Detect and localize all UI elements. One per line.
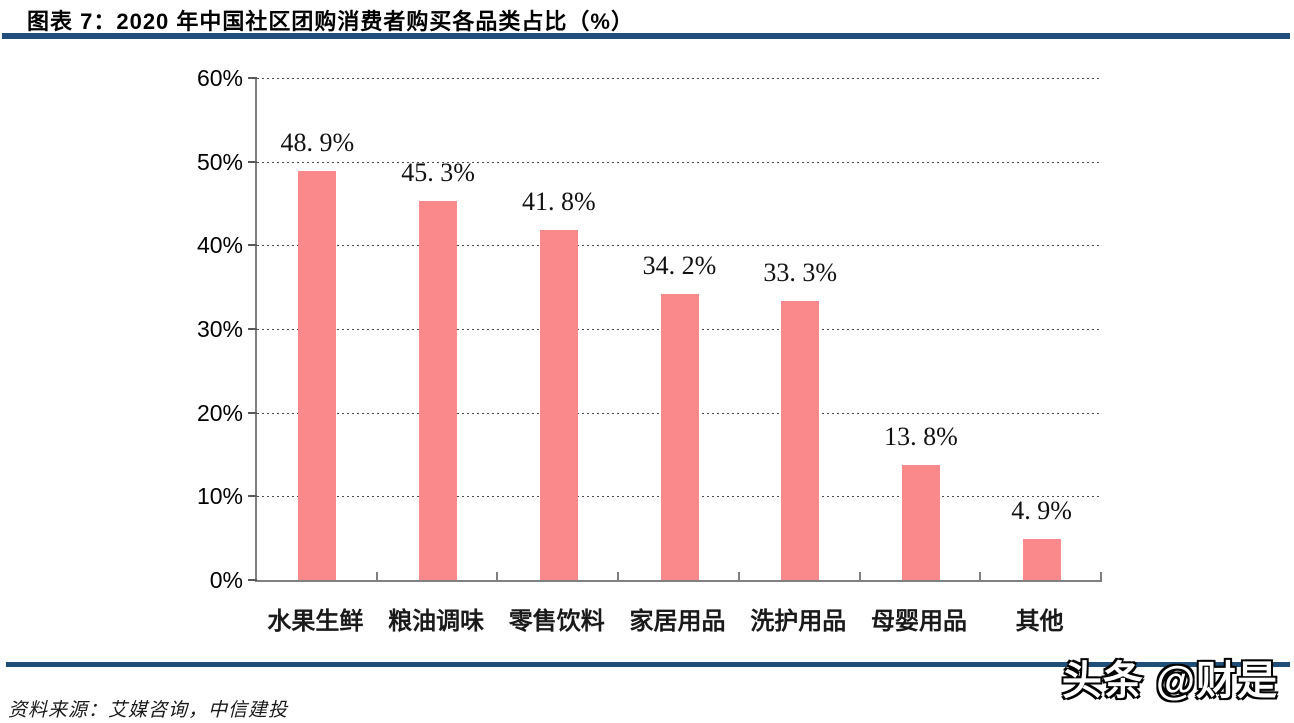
gridline-50: [257, 161, 1102, 163]
x-axis-category-label: 水果生鲜: [267, 608, 364, 635]
bar-value-label: 4. 9%: [1011, 496, 1072, 526]
x-axis-category-label: 家居用品: [629, 608, 726, 635]
y-axis-tick-label: 20%: [196, 399, 243, 426]
figure-title: 图表 7：2020 年中国社区团购消费者购买各品类占比（%）: [27, 9, 634, 34]
y-axis-tick: [248, 244, 257, 247]
x-axis-tick: [737, 572, 740, 580]
watermark: 头条 @财是: [1061, 659, 1278, 703]
bar-value-label: 33. 3%: [763, 258, 838, 288]
bar-母婴用品: [901, 464, 940, 580]
bar-洗护用品: [781, 301, 820, 580]
x-axis-tick: [375, 572, 378, 580]
y-axis-tick: [248, 411, 257, 414]
y-axis-tick: [248, 495, 257, 498]
bar-水果生鲜: [298, 170, 337, 580]
x-axis-category-label: 母婴用品: [870, 608, 967, 635]
y-axis-tick-label: 30%: [196, 316, 243, 342]
bar-value-label: 34. 2%: [642, 250, 717, 280]
x-axis-category-label: 洗护用品: [750, 608, 847, 635]
bar-其他: [1022, 539, 1061, 580]
x-axis-category-label: 其他: [1015, 608, 1064, 635]
bar-value-label: 45. 3%: [401, 158, 475, 187]
title-divider: [2, 33, 1290, 39]
source-note: 资料来源：艾媒咨询，中信建投: [8, 700, 289, 721]
y-axis-tick: [248, 579, 257, 581]
x-axis-tick: [858, 572, 861, 580]
bar-家居用品: [660, 293, 699, 580]
y-axis-tick-label: 50%: [196, 148, 243, 175]
plot-area: 0% 10% 20% 30% 40% 50% 60% 48. 9% 45. 3% 41. 8% 34…: [197, 66, 1102, 592]
bar-value-label: 48. 9%: [280, 127, 355, 157]
y-axis-tick-label: 60%: [196, 65, 243, 91]
x-axis-labels: 水果生鲜 粮油调味 零售饮料 家居用品 洗护用品 母婴用品 其他: [255, 601, 1100, 636]
x-axis-tick: [617, 572, 620, 580]
x-axis-tick: [979, 572, 982, 580]
x-axis-category-label: 粮油调味: [388, 608, 485, 635]
bar-零售饮料: [539, 230, 578, 580]
y-axis-tick: [248, 328, 257, 330]
footer-divider: [6, 662, 1290, 667]
bar-value-label: 13. 8%: [884, 421, 958, 451]
y-axis-tick: [248, 160, 257, 163]
gridline-40: [257, 245, 1102, 247]
bar-value-label: 41. 8%: [521, 187, 596, 217]
x-axis-tick: [496, 572, 499, 580]
y-axis-tick-label: 0%: [209, 567, 243, 593]
y-axis-tick-label: 40%: [196, 232, 243, 259]
gridline-60: [257, 78, 1102, 79]
x-axis-tick: [1100, 572, 1102, 580]
y-axis-tick: [248, 77, 257, 79]
bar-粮油调味: [419, 201, 458, 580]
y-axis-tick-label: 10%: [196, 483, 243, 510]
x-axis-category-label: 零售饮料: [508, 608, 605, 635]
